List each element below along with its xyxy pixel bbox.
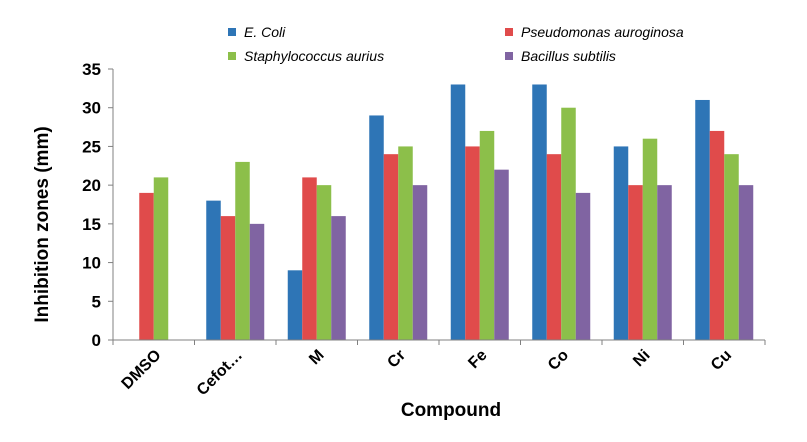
bar-pseudomonas-auroginosa-cu: [709, 130, 725, 340]
bar-staphylococcus-aurius-cefot: [235, 161, 250, 340]
bar-bacillus-subtilis-cr: [412, 185, 428, 340]
bar-pseudomonas-auroginosa-co: [546, 154, 562, 340]
bar-pseudomonas-auroginosa-dmso: [139, 192, 154, 340]
y-axis-title: Inhibition zones (mm): [32, 126, 53, 322]
y-tick-label: 25: [82, 137, 101, 156]
legend-item-pseudomonas: Pseudomonas auroginosa: [505, 24, 684, 40]
bar-e-coli-co: [532, 84, 547, 341]
bar-e-coli-fe: [450, 84, 466, 341]
legend-item-bacillus: Bacillus subtilis: [505, 48, 616, 64]
y-tick-label: 5: [92, 292, 101, 311]
bar-e-coli-cefot: [206, 200, 221, 340]
legend-label-bacillus: Bacillus subtilis: [521, 48, 616, 64]
bar-bacillus-subtilis-cefot: [249, 223, 265, 340]
bar-e-coli-cu: [695, 99, 710, 340]
bar-bacillus-subtilis-co: [575, 192, 591, 340]
bar-bacillus-subtilis-cu: [738, 185, 754, 340]
legend-swatch-pseudomonas: [505, 28, 513, 36]
bar-e-coli-ni: [613, 146, 629, 340]
bar-e-coli-m: [287, 270, 303, 340]
x-tick-label-cu: Cu: [708, 347, 735, 374]
y-tick-label: 20: [82, 176, 101, 195]
y-tick-label: 10: [82, 254, 101, 273]
x-tick-label-fe: Fe: [465, 347, 490, 372]
y-tick-label: 15: [82, 215, 101, 234]
legend-label-staphylococcus: Staphylococcus aurius: [244, 48, 385, 64]
bar-staphylococcus-aurius-dmso: [153, 177, 169, 340]
bar-bacillus-subtilis-ni: [657, 185, 672, 340]
legend-item-staphylococcus: Staphylococcus aurius: [228, 48, 384, 64]
bar-staphylococcus-aurius-cr: [398, 146, 413, 340]
x-tick-label-ni: Ni: [630, 347, 653, 370]
legend-item-e-coli: E. Coli: [228, 24, 285, 40]
x-tick-label-dmso: DMSO: [119, 347, 165, 393]
bar-pseudomonas-auroginosa-ni: [628, 185, 643, 340]
legend-swatch-staphylococcus: [228, 52, 236, 60]
y-tick-label: 30: [82, 99, 101, 118]
bar-bacillus-subtilis-fe: [494, 169, 509, 340]
bar-pseudomonas-auroginosa-cr: [383, 154, 399, 340]
bar-staphylococcus-aurius-co: [561, 107, 576, 341]
x-tick-label-m: M: [306, 347, 327, 368]
x-axis-title: Compound: [401, 400, 501, 421]
bar-pseudomonas-auroginosa-fe: [465, 146, 480, 340]
y-tick-label: 0: [92, 331, 101, 350]
legend-label-e-coli: E. Coli: [244, 24, 286, 40]
y-tick-label: 35: [82, 60, 101, 79]
legend-label-pseudomonas: Pseudomonas auroginosa: [521, 24, 684, 40]
bar-staphylococcus-aurius-fe: [479, 130, 495, 340]
bar-pseudomonas-auroginosa-cefot: [220, 216, 236, 340]
legend-swatch-bacillus: [505, 52, 513, 60]
x-tick-label-cefot: Cefot…: [194, 347, 246, 399]
bar-staphylococcus-aurius-ni: [642, 138, 658, 340]
bar-e-coli-cr: [369, 115, 384, 341]
legend-swatch-e-coli: [228, 28, 236, 36]
bar-bacillus-subtilis-m: [331, 216, 346, 340]
bar-staphylococcus-aurius-cu: [724, 154, 739, 340]
x-tick-label-co: Co: [545, 347, 572, 374]
bar-staphylococcus-aurius-m: [316, 185, 332, 340]
bar-pseudomonas-auroginosa-m: [302, 177, 317, 340]
x-tick-label-cr: Cr: [384, 347, 409, 372]
